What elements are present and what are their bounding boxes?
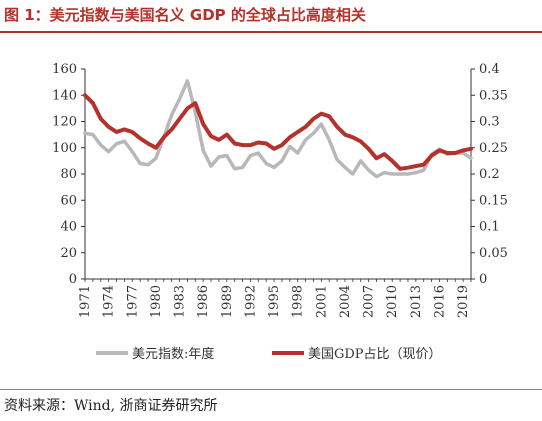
right-tick-label: 0.25	[479, 141, 508, 156]
legend-label-gdp-share: 美国GDP占比（现价）	[308, 347, 442, 362]
right-axis-ticks: 0 0.05 0.1 0.15 0.2 0.25 0.3 0.35 0.4	[471, 62, 508, 287]
legend-label-dollar-index: 美元指数:年度	[132, 346, 214, 362]
gdp-share-line	[83, 93, 473, 171]
x-tick-label: 2007	[362, 285, 377, 318]
left-tick-label: 160	[52, 62, 77, 77]
x-tick-label: 2019	[456, 285, 471, 318]
x-axis-ticks: 1971 1974 1977 1980 1983 1986 1989 1992 1995 1998…	[78, 279, 472, 318]
left-tick-label: 20	[60, 246, 77, 261]
right-tick-label: 0.2	[479, 167, 500, 182]
left-axis-ticks: 0 20 40 60 80 100 120 140 160	[52, 62, 85, 287]
source-note: 资料来源：Wind, 浙商证券研究所	[4, 398, 218, 414]
left-tick-label: 120	[52, 115, 77, 130]
x-tick-label: 2004	[338, 285, 353, 318]
x-tick-label: 1986	[196, 285, 211, 318]
x-tick-label: 1989	[220, 285, 235, 318]
x-tick-label: 1980	[149, 285, 164, 318]
right-tick-label: 0.1	[479, 220, 500, 235]
series-layer	[83, 79, 473, 179]
x-tick-label: 1983	[173, 285, 188, 318]
title-divider	[0, 31, 542, 33]
left-tick-label: 60	[60, 193, 77, 208]
right-tick-label: 0.15	[479, 193, 508, 208]
left-tick-label: 40	[60, 220, 77, 235]
right-tick-label: 0.3	[479, 115, 500, 130]
x-tick-label: 1974	[102, 285, 117, 318]
left-tick-label: 80	[60, 167, 77, 182]
x-tick-label: 2001	[314, 285, 329, 318]
right-tick-label: 0.35	[479, 88, 508, 103]
x-tick-label: 1977	[125, 285, 140, 318]
chart: 0 20 40 60 80 100 120 140 160 0 0.05 0.1 0.15 0.2 0.2…	[52, 62, 508, 362]
right-tick-label: 0.4	[479, 62, 500, 77]
x-tick-label: 1998	[291, 285, 306, 318]
left-tick-label: 140	[52, 88, 77, 103]
left-tick-label: 100	[52, 141, 77, 156]
footer-divider	[0, 389, 542, 390]
x-tick-label: 1995	[267, 285, 282, 318]
x-tick-label: 2013	[409, 285, 424, 318]
right-tick-label: 0	[479, 272, 487, 287]
figure-title: 图 1：美元指数与美国名义 GDP 的全球占比高度相关	[4, 6, 366, 24]
x-tick-label: 2016	[432, 285, 447, 318]
x-tick-label: 1971	[78, 285, 93, 318]
x-tick-label: 1992	[243, 285, 258, 318]
left-tick-label: 0	[69, 272, 77, 287]
x-tick-label: 2010	[385, 285, 400, 318]
right-tick-label: 0.05	[479, 246, 508, 261]
dollar-index-line	[83, 79, 473, 179]
legend: 美元指数:年度 美国GDP占比（现价）	[96, 346, 442, 362]
